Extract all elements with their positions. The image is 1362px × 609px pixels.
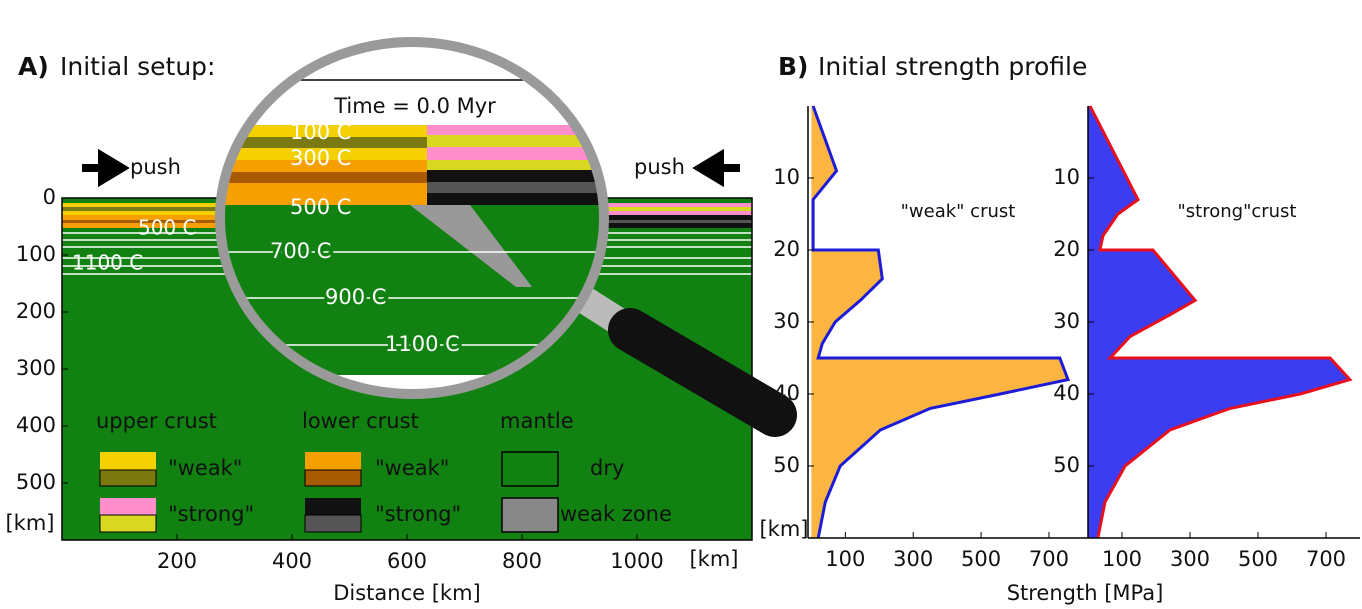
legend-item: "weak" bbox=[168, 456, 242, 480]
y-unit-label: [km] bbox=[5, 511, 54, 535]
panel-b: 100 300 500 700 10 20 30 40 50 "weak" crust B) Init… bbox=[759, 52, 1360, 605]
legend-item: "strong" bbox=[375, 502, 461, 526]
y-tick-label: 20 bbox=[1053, 237, 1080, 261]
legend-item: weak zone bbox=[560, 502, 672, 526]
isotherm-label: 700 C bbox=[270, 239, 331, 263]
isotherm-label: 900 C bbox=[325, 285, 386, 309]
y-tick-label: 30 bbox=[1053, 309, 1080, 333]
isotherm-label: 500 C bbox=[290, 195, 351, 219]
legend-header: upper crust bbox=[96, 409, 217, 433]
y-tick-label: 20 bbox=[773, 237, 800, 261]
profile-fill bbox=[1088, 106, 1350, 538]
profile-label: "strong"crust bbox=[1178, 201, 1297, 222]
isotherm-label: 300 C bbox=[290, 146, 351, 170]
isotherm-label: 100 C bbox=[290, 120, 351, 144]
x-tick-label: 600 bbox=[387, 549, 427, 573]
push-arrow bbox=[82, 156, 122, 180]
figure: A) Initial setup: 200 400 600 800 1000 0 100 200 3… bbox=[0, 0, 1362, 609]
x-tick-label: 700 bbox=[1029, 547, 1069, 571]
x-tick-label: 500 bbox=[961, 547, 1001, 571]
y-tick-label: 30 bbox=[773, 309, 800, 333]
push-label: push bbox=[634, 155, 685, 179]
isotherm-label: 500 C bbox=[138, 216, 197, 240]
y-tick-label: 200 bbox=[16, 299, 56, 323]
x-axis-label: Strength [MPa] bbox=[1007, 581, 1164, 605]
profile-label: "weak" crust bbox=[901, 201, 1016, 222]
y-unit-label: [km] bbox=[759, 517, 808, 541]
y-tick-label: 400 bbox=[16, 413, 56, 437]
panel-label: B) bbox=[778, 52, 808, 81]
legend-header: mantle bbox=[500, 409, 574, 433]
panel-label: A) bbox=[18, 52, 49, 81]
x-tick-label: 100 bbox=[825, 547, 865, 571]
y-tick-label: 300 bbox=[16, 356, 56, 380]
strength-curve bbox=[813, 106, 1068, 538]
x-tick-label: 300 bbox=[1170, 547, 1210, 571]
push-arrow bbox=[700, 156, 740, 180]
y-tick-label: 10 bbox=[773, 165, 800, 189]
x-tick-label: 700 bbox=[1306, 547, 1346, 571]
y-tick-label: 40 bbox=[1053, 381, 1080, 405]
x-axis-label: Distance [km] bbox=[333, 581, 481, 605]
legend-item: "strong" bbox=[168, 502, 254, 526]
x-tick-label: 500 bbox=[1238, 547, 1278, 571]
x-tick-label: 300 bbox=[893, 547, 933, 571]
x-tick-label: 200 bbox=[157, 549, 197, 573]
x-tick-label: 100 bbox=[1102, 547, 1142, 571]
isotherm-label: 1100 C bbox=[72, 251, 143, 275]
legend-item: "weak" bbox=[375, 456, 449, 480]
x-tick-label: 800 bbox=[502, 549, 542, 573]
profile-fill bbox=[811, 106, 1068, 538]
isotherm-label: 1100 C bbox=[385, 332, 460, 356]
y-tick-label: 500 bbox=[16, 470, 56, 494]
legend-header: lower crust bbox=[302, 409, 419, 433]
panel-title: Initial setup: bbox=[60, 52, 215, 81]
legend-item: dry bbox=[590, 456, 624, 480]
y-tick-label: 10 bbox=[1053, 165, 1080, 189]
time-label: Time = 0.0 Myr bbox=[333, 94, 496, 118]
y-tick-label: 50 bbox=[773, 453, 800, 477]
y-tick-label: 0 bbox=[43, 185, 56, 209]
x-unit-label: [km] bbox=[689, 547, 738, 571]
x-tick-label: 400 bbox=[272, 549, 312, 573]
panel-title: Initial strength profile bbox=[818, 52, 1087, 81]
y-tick-label: 50 bbox=[1053, 453, 1080, 477]
push-label: push bbox=[130, 155, 181, 179]
y-tick-label: 100 bbox=[16, 242, 56, 266]
x-tick-label: 1000 bbox=[610, 549, 663, 573]
